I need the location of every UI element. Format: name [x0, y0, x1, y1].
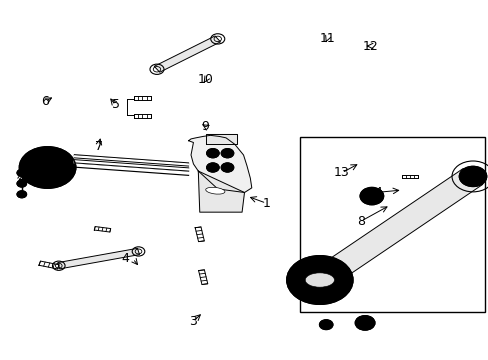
Circle shape: [206, 163, 219, 172]
Circle shape: [360, 188, 383, 204]
Circle shape: [17, 191, 27, 198]
Text: 13: 13: [333, 166, 349, 179]
Text: 6: 6: [41, 95, 49, 108]
Polygon shape: [58, 248, 139, 269]
Text: 7: 7: [95, 140, 102, 153]
Polygon shape: [205, 134, 237, 144]
Text: 9: 9: [201, 120, 209, 133]
Ellipse shape: [205, 187, 224, 194]
Text: 10: 10: [197, 73, 213, 86]
Text: 12: 12: [362, 40, 378, 53]
Text: 4: 4: [121, 252, 129, 265]
Circle shape: [286, 256, 352, 304]
Text: 2: 2: [17, 170, 25, 183]
Circle shape: [38, 160, 57, 175]
Polygon shape: [154, 36, 220, 72]
Text: 3: 3: [189, 315, 197, 328]
Circle shape: [221, 163, 233, 172]
Circle shape: [206, 149, 219, 158]
Ellipse shape: [305, 273, 334, 287]
Circle shape: [319, 320, 332, 330]
Circle shape: [307, 271, 331, 289]
Text: 5: 5: [111, 99, 120, 112]
Circle shape: [20, 147, 76, 188]
Text: 11: 11: [319, 32, 334, 45]
Polygon shape: [74, 156, 188, 171]
Circle shape: [17, 169, 27, 176]
Polygon shape: [188, 135, 251, 193]
Circle shape: [355, 316, 374, 330]
Circle shape: [221, 149, 233, 158]
Text: 14: 14: [367, 186, 383, 199]
Polygon shape: [309, 168, 482, 288]
Circle shape: [458, 166, 486, 186]
Polygon shape: [198, 171, 244, 212]
Text: 1: 1: [262, 197, 270, 210]
Circle shape: [17, 180, 27, 187]
Text: 8: 8: [356, 215, 365, 228]
Bar: [300, 137, 484, 312]
